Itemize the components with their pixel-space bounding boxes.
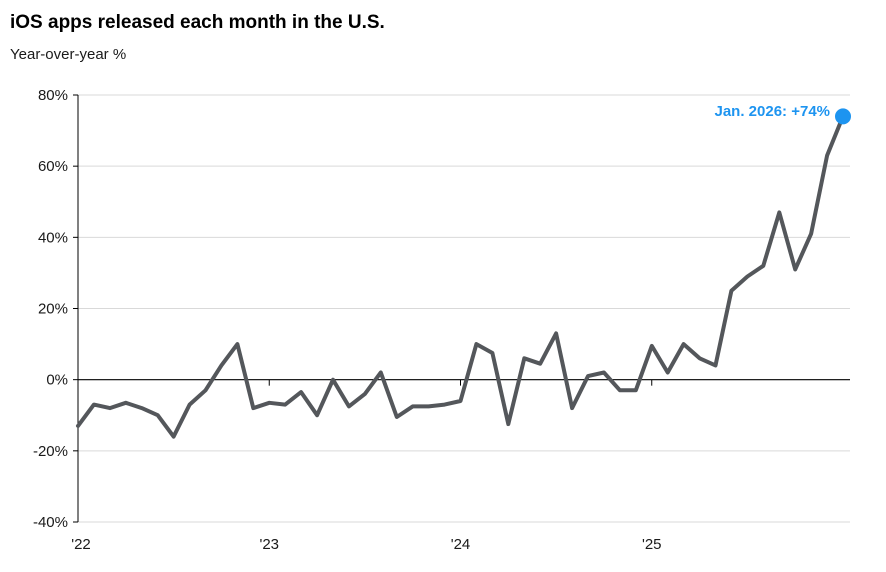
x-axis-label: '22 xyxy=(71,536,91,553)
chart-subtitle: Year-over-year % xyxy=(10,46,127,63)
y-axis-label: 80% xyxy=(38,87,68,104)
chart-title: iOS apps released each month in the U.S. xyxy=(10,12,385,33)
y-axis-label: 0% xyxy=(46,372,68,389)
y-axis-label: 20% xyxy=(38,300,68,317)
chart-canvas: 80% 60% 40% 20% 0% -20% -40%'22 '23 '24 '25 xyxy=(33,87,851,553)
x-axis-label: '25 xyxy=(642,536,662,553)
y-axis-label: -20% xyxy=(33,443,68,460)
y-axis-label: 60% xyxy=(38,158,68,175)
y-axis-label: 40% xyxy=(38,229,68,246)
x-axis-label: '23 xyxy=(259,536,279,553)
endpoint-annotation: Jan. 2026: +74% xyxy=(714,103,831,120)
yoy-line xyxy=(76,114,845,439)
x-axis-label: '24 xyxy=(451,536,471,553)
endpoint-marker xyxy=(835,108,851,125)
y-axis-label: -40% xyxy=(33,514,68,531)
